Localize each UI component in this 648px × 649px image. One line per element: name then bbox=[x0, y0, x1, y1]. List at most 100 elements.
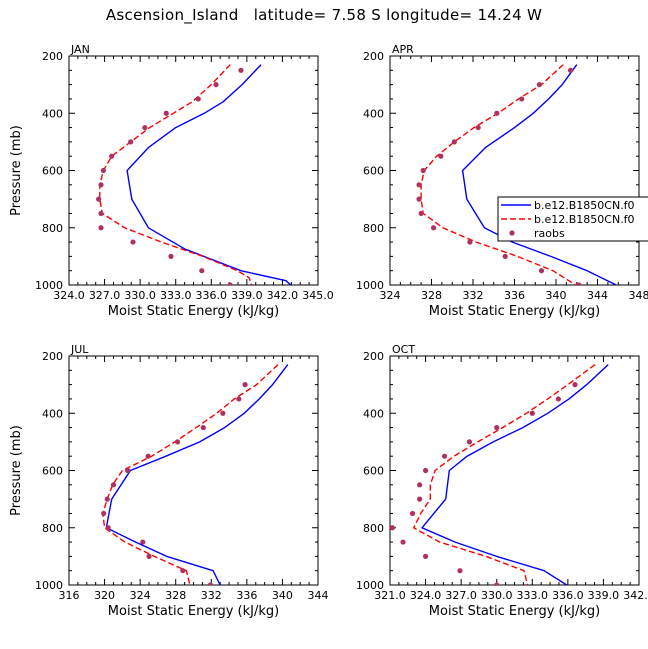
y-tick-label: 200 bbox=[42, 50, 63, 63]
obs-point bbox=[98, 210, 104, 217]
obs-point bbox=[130, 239, 136, 245]
x-axis-label: Moist Static Energy (kJ/kg) bbox=[429, 604, 600, 619]
obs-point bbox=[418, 210, 424, 217]
figure-title: Ascension_Island latitude= 7.58 S longit… bbox=[105, 6, 543, 24]
obs-point bbox=[199, 268, 205, 274]
x-axis-label: Moist Static Energy (kJ/kg) bbox=[108, 604, 279, 619]
obs-point bbox=[101, 510, 107, 517]
obs-point bbox=[195, 96, 201, 102]
obs-point bbox=[451, 139, 457, 145]
x-tick-label: 344 bbox=[308, 589, 329, 602]
obs-point bbox=[168, 253, 174, 259]
model-line-dashed bbox=[99, 64, 253, 285]
panel-apr: APR 324 328 332 336 340 344 348 200 400 600 800 1000… bbox=[356, 43, 648, 319]
obs-point bbox=[142, 124, 148, 131]
obs-point bbox=[494, 424, 500, 431]
obs-point bbox=[538, 268, 545, 274]
x-tick-label: 333.0 bbox=[517, 589, 549, 602]
y-tick-label: 1000 bbox=[356, 579, 384, 592]
panel-label: JAN bbox=[70, 43, 90, 56]
x-tick-label: 332 bbox=[201, 589, 222, 602]
x-tick-label: 339.0 bbox=[231, 289, 263, 302]
x-tick-label: 340 bbox=[546, 289, 567, 302]
legend-entry: b.e12.B1850CN.f0 bbox=[534, 213, 635, 226]
obs-point bbox=[140, 539, 146, 545]
y-axis-label: Pressure (mb) bbox=[9, 425, 24, 516]
plot-frame bbox=[389, 55, 640, 286]
y-tick-label: 600 bbox=[363, 465, 384, 478]
obs-point bbox=[422, 553, 429, 559]
panel-label: JUL bbox=[70, 343, 89, 356]
obs-point bbox=[236, 396, 242, 402]
y-tick-label: 400 bbox=[42, 107, 63, 120]
x-tick-label: 324.0 bbox=[410, 589, 442, 602]
x-tick-label: 316 bbox=[59, 589, 80, 602]
y-tick-label: 1000 bbox=[35, 279, 63, 292]
x-tick-label: 336.0 bbox=[552, 589, 584, 602]
panel-jan: JAN 324.0 327.0 330.0 333.0 336.0 339.0 342.0 34… bbox=[9, 43, 334, 319]
panel-label: APR bbox=[392, 43, 414, 56]
obs-point bbox=[105, 525, 111, 531]
obs-point bbox=[104, 496, 110, 502]
obs-point bbox=[174, 439, 181, 445]
obs-point bbox=[475, 124, 481, 131]
x-tick-label: 324 bbox=[130, 589, 151, 602]
obs-point bbox=[529, 410, 535, 416]
obs-point bbox=[430, 225, 437, 231]
obs-point bbox=[128, 139, 134, 145]
panel-jul: JUL 316 320 324 328 332 336 340 344 200 400 600 800 1… bbox=[9, 343, 329, 619]
y-tick-label: 200 bbox=[363, 350, 384, 363]
obs-point bbox=[416, 182, 422, 188]
y-tick-label: 800 bbox=[363, 522, 384, 535]
obs-point bbox=[400, 539, 406, 545]
x-tick-label: 330.0 bbox=[481, 589, 513, 602]
legend-marker bbox=[509, 230, 515, 236]
x-tick-label: 336 bbox=[504, 289, 525, 302]
obs-point bbox=[109, 153, 115, 159]
y-tick-label: 600 bbox=[42, 165, 63, 178]
x-tick-label: 336.0 bbox=[196, 289, 228, 302]
model-line-dashed bbox=[102, 364, 279, 585]
obs-point bbox=[502, 253, 508, 259]
series-group bbox=[101, 364, 289, 585]
x-tick-label: 327.0 bbox=[89, 289, 121, 302]
model-line-solid bbox=[421, 364, 609, 585]
obs-point bbox=[417, 482, 423, 488]
obs-point bbox=[576, 282, 582, 285]
series-group bbox=[390, 364, 609, 585]
model-line-solid bbox=[126, 64, 292, 285]
x-tick-label: 324.0 bbox=[53, 289, 85, 302]
y-tick-label: 200 bbox=[363, 50, 384, 63]
obs-point bbox=[98, 225, 104, 231]
x-axis-label: Moist Static Energy (kJ/kg) bbox=[429, 304, 600, 319]
x-tick-label: 344 bbox=[587, 289, 608, 302]
x-tick-label: 339.0 bbox=[588, 589, 620, 602]
y-axis-label: Pressure (mb) bbox=[9, 125, 24, 216]
x-tick-label: 332 bbox=[463, 289, 484, 302]
y-tick-label: 600 bbox=[42, 465, 63, 478]
y-tick-label: 800 bbox=[42, 522, 63, 535]
obs-point bbox=[422, 467, 429, 474]
y-tick-label: 1000 bbox=[35, 579, 63, 592]
obs-point bbox=[536, 82, 543, 88]
panel-oct: OCT 321.0 324.0 327.0 330.0 333.0 336.0 339.0 34… bbox=[356, 343, 648, 619]
obs-point bbox=[110, 482, 117, 488]
obs-point bbox=[242, 382, 248, 388]
x-tick-label: 342.0 bbox=[267, 289, 299, 302]
plot-frame bbox=[68, 55, 319, 286]
y-tick-label: 200 bbox=[42, 350, 63, 363]
y-tick-label: 800 bbox=[363, 222, 384, 235]
model-line-dashed bbox=[420, 64, 577, 285]
obs-point bbox=[180, 568, 186, 574]
x-tick-label: 321.0 bbox=[374, 589, 406, 602]
legend-entry: raobs bbox=[534, 227, 565, 240]
x-tick-label: 330.0 bbox=[124, 289, 156, 302]
x-tick-label: 328 bbox=[421, 289, 442, 302]
obs-point bbox=[213, 82, 219, 88]
x-axis-label: Moist Static Energy (kJ/kg) bbox=[108, 304, 279, 319]
x-tick-label: 348 bbox=[629, 289, 648, 302]
obs-point bbox=[163, 110, 169, 116]
